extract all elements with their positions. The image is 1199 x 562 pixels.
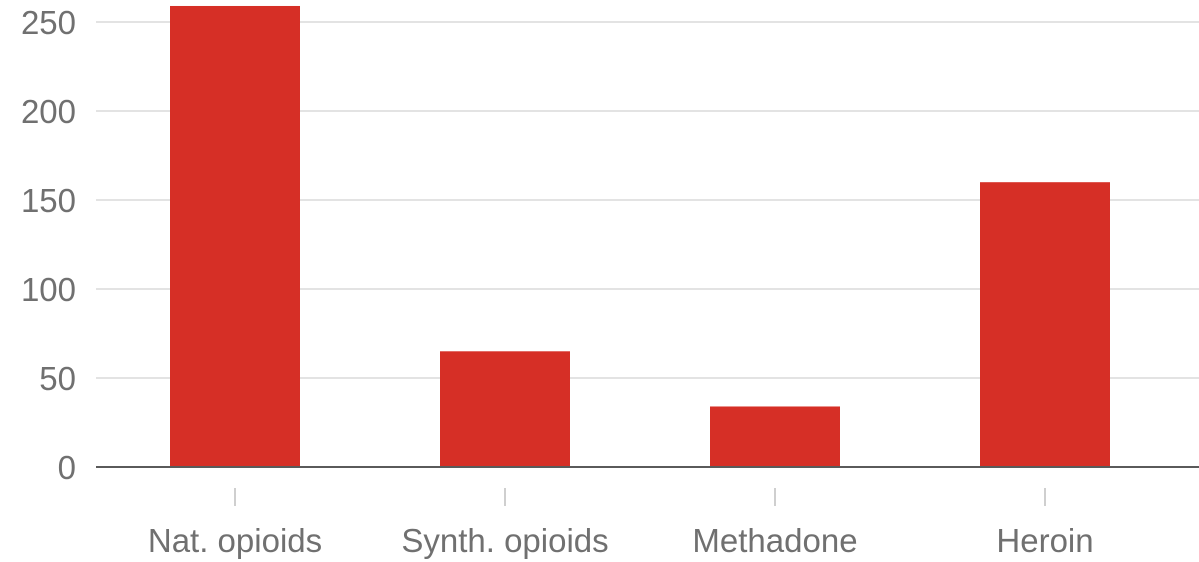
x-tick-label: Methadone [692, 522, 857, 559]
y-tick-label: 150 [21, 182, 76, 219]
bar-methadone [710, 406, 840, 467]
x-tick-label: Heroin [996, 522, 1093, 559]
bars [170, 5, 1110, 467]
x-tick-label: Nat. opioids [148, 522, 322, 559]
x-axis-ticks: Nat. opioids Synth. opioids Methadone Heroi… [148, 488, 1094, 559]
y-tick-label: 100 [21, 271, 76, 308]
y-tick-label: 50 [39, 360, 76, 397]
bar-heroin [980, 182, 1110, 467]
y-tick-label: 0 [58, 449, 76, 486]
y-axis-ticks: 0 50 100 150 200 250 [21, 4, 76, 486]
y-tick-label: 200 [21, 93, 76, 130]
y-tick-label: 250 [21, 4, 76, 41]
bar-synth-opioids [440, 351, 570, 467]
bar-nat-opioids [170, 5, 300, 467]
x-tick-label: Synth. opioids [401, 522, 608, 559]
